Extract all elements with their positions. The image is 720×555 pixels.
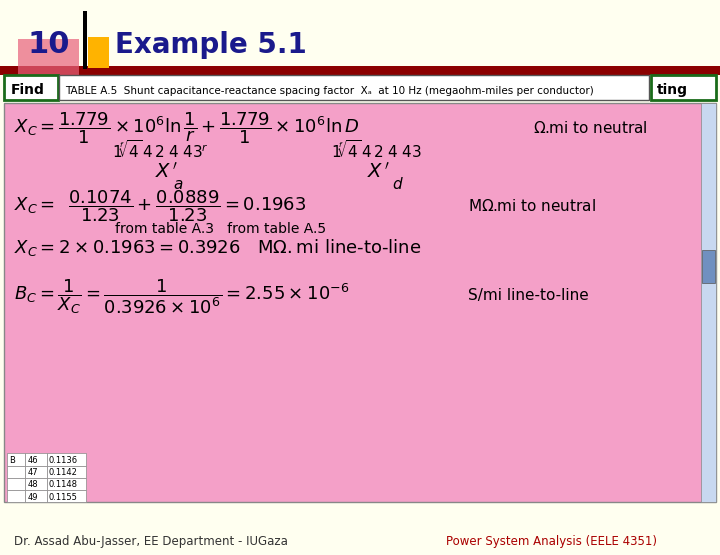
Text: $d$: $d$	[392, 176, 404, 191]
Text: 47: 47	[27, 468, 38, 477]
Text: 10: 10	[27, 30, 70, 59]
Text: 48: 48	[27, 480, 38, 490]
Text: 0.1142: 0.1142	[49, 468, 78, 477]
Text: $X\,'$: $X\,'$	[155, 162, 178, 181]
Text: Power System Analysis (EELE 4351): Power System Analysis (EELE 4351)	[446, 535, 657, 548]
Text: $1\!\sqrt[f]{4}\,4\,2\;4\;43$: $1\!\sqrt[f]{4}\,4\,2\;4\;43$	[331, 139, 422, 161]
Text: $B_C = \dfrac{1}{X_C} = \dfrac{1}{0.3926 \times 10^6} = 2.55 \times 10^{-6}$: $B_C = \dfrac{1}{X_C} = \dfrac{1}{0.3926…	[14, 277, 350, 316]
Text: 0.1155: 0.1155	[49, 492, 78, 502]
Text: $X_C = \;\;\dfrac{0.1074}{1.23} + \dfrac{0.0889}{1.23} = 0.1963$: $X_C = \;\;\dfrac{0.1074}{1.23} + \dfrac…	[14, 188, 307, 224]
Text: from table A.3   from table A.5: from table A.3 from table A.5	[115, 222, 326, 236]
Text: $X_C = \dfrac{1.779}{1} \times 10^6 \ln \dfrac{1}{r} + \dfrac{1.779}{1} \times 1: $X_C = \dfrac{1.779}{1} \times 10^6 \ln …	[14, 110, 360, 146]
Text: Example 5.1: Example 5.1	[115, 31, 307, 59]
Text: Find: Find	[11, 83, 45, 97]
Text: 46: 46	[27, 456, 38, 465]
Text: $1\!\sqrt[f]{4}\,4\,2\;4\;43^r$: $1\!\sqrt[f]{4}\,4\,2\;4\;43^r$	[112, 139, 209, 161]
Text: $X_C = 2 \times 0.1963 = 0.3926 \quad \mathrm{M}\Omega.\mathrm{mi\ line\text{-}t: $X_C = 2 \times 0.1963 = 0.3926 \quad \m…	[14, 236, 422, 258]
Text: TABLE A.5  Shunt capacitance-reactance spacing factor  Xₐ  at 10 Hz (megaohm-mil: TABLE A.5 Shunt capacitance-reactance sp…	[65, 87, 593, 97]
Text: $\Omega$.mi to neutral: $\Omega$.mi to neutral	[533, 120, 647, 136]
Text: Dr. Assad Abu-Jasser, EE Department - IUGaza: Dr. Assad Abu-Jasser, EE Department - IU…	[14, 535, 288, 548]
Text: 49: 49	[27, 492, 38, 502]
Text: 0.1148: 0.1148	[49, 480, 78, 490]
Text: 0.1136: 0.1136	[49, 456, 78, 465]
Text: $X\,'$: $X\,'$	[367, 162, 390, 181]
Text: B: B	[9, 456, 15, 465]
Text: $\mathrm{M}\Omega$.mi to neutral: $\mathrm{M}\Omega$.mi to neutral	[468, 198, 596, 214]
Text: S/mi line-to-line: S/mi line-to-line	[468, 287, 589, 302]
Text: ting: ting	[657, 83, 688, 97]
Text: $a$: $a$	[173, 176, 183, 191]
